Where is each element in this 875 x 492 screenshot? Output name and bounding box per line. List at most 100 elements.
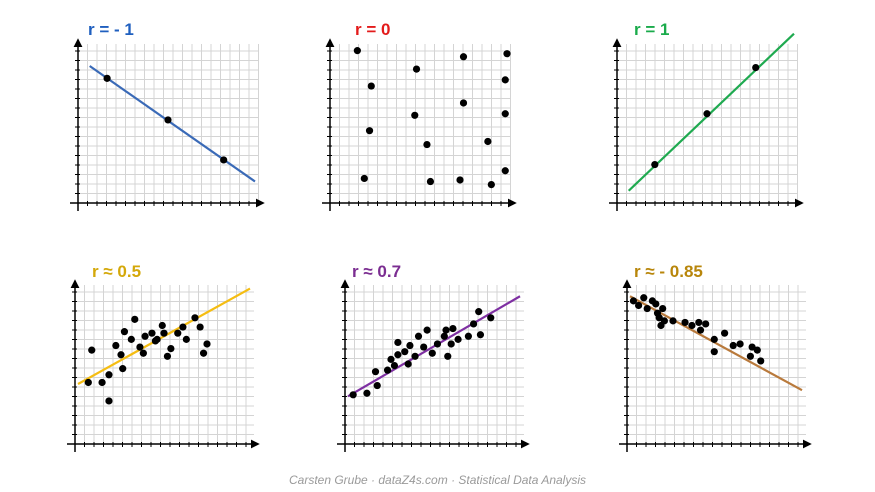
data-point xyxy=(640,294,648,302)
data-point xyxy=(736,340,744,348)
data-point xyxy=(757,357,765,365)
data-point xyxy=(404,360,412,368)
data-point xyxy=(84,378,92,387)
chart-panel-2: r = 0 xyxy=(322,20,517,211)
data-point xyxy=(179,323,187,331)
grid xyxy=(78,44,259,203)
data-point xyxy=(98,378,106,387)
chart-title: r = 1 xyxy=(634,20,669,39)
data-point xyxy=(487,314,495,322)
data-point xyxy=(394,338,402,347)
data-point xyxy=(710,335,718,343)
data-point xyxy=(365,127,374,135)
grid xyxy=(617,44,798,203)
data-point xyxy=(444,352,452,360)
data-point xyxy=(112,341,120,350)
data-point xyxy=(695,318,703,327)
data-point xyxy=(105,371,113,379)
trend-line xyxy=(347,295,521,398)
data-point xyxy=(203,340,211,348)
data-point xyxy=(659,304,667,313)
data-point xyxy=(426,177,435,186)
data-point xyxy=(420,343,428,351)
chart-title: r ≈ 0.5 xyxy=(92,262,141,281)
data-point xyxy=(105,397,113,405)
data-point xyxy=(160,329,168,337)
data-point xyxy=(501,110,509,118)
data-point xyxy=(164,116,172,124)
data-point xyxy=(117,351,125,359)
chart-panel-1: r = - 1 xyxy=(70,20,265,211)
data-point xyxy=(136,343,144,351)
data-point xyxy=(652,300,660,308)
data-point xyxy=(487,181,495,189)
data-point xyxy=(220,156,228,164)
data-point xyxy=(196,323,204,331)
data-point xyxy=(651,160,659,169)
data-point xyxy=(163,352,172,360)
data-point xyxy=(428,349,436,357)
chart-title: r = - 1 xyxy=(88,20,134,39)
data-point xyxy=(411,111,419,119)
data-point xyxy=(349,391,357,399)
trend-line xyxy=(89,65,256,183)
data-point xyxy=(447,340,455,348)
data-point xyxy=(412,65,421,73)
data-point xyxy=(456,176,464,184)
data-point xyxy=(371,368,380,376)
data-point xyxy=(127,335,135,343)
data-point xyxy=(753,346,761,354)
data-point xyxy=(503,50,511,58)
data-point xyxy=(688,321,696,330)
data-point xyxy=(423,140,431,149)
data-point xyxy=(182,335,190,343)
data-point xyxy=(454,335,462,343)
data-point xyxy=(148,329,156,337)
chart-title: r ≈ 0.7 xyxy=(352,262,401,281)
data-point xyxy=(440,332,448,340)
data-point xyxy=(681,318,689,327)
grid xyxy=(627,285,806,444)
data-point xyxy=(363,389,371,397)
data-point xyxy=(353,47,361,55)
data-point xyxy=(475,308,483,316)
data-point xyxy=(669,317,677,325)
chart-panel-6: r ≈ - 0.85 xyxy=(619,262,812,452)
data-point xyxy=(387,355,395,363)
data-point xyxy=(629,297,638,305)
data-point xyxy=(119,365,127,373)
data-point xyxy=(469,320,478,328)
data-point xyxy=(199,349,208,357)
data-point xyxy=(449,324,457,333)
chart-title: r = 0 xyxy=(355,20,390,39)
data-point xyxy=(414,332,423,340)
data-point xyxy=(476,331,485,339)
data-point xyxy=(406,341,414,350)
data-point xyxy=(501,76,509,84)
data-point xyxy=(643,304,651,313)
data-point xyxy=(729,341,737,350)
data-point xyxy=(103,74,111,82)
data-point xyxy=(141,332,149,340)
data-point xyxy=(660,317,669,325)
chart-panel-5: r ≈ 0.7 xyxy=(337,262,530,452)
data-point xyxy=(167,345,175,353)
data-point xyxy=(158,321,166,330)
data-point xyxy=(411,352,419,360)
axis-ticks xyxy=(327,50,511,206)
data-point xyxy=(501,167,509,175)
data-point xyxy=(696,326,705,334)
chart-panel-4: r ≈ 0.5 xyxy=(67,262,260,452)
data-point xyxy=(442,326,450,334)
data-point xyxy=(151,337,159,345)
data-point xyxy=(394,351,402,359)
axis-ticks xyxy=(72,291,247,447)
data-point xyxy=(367,82,375,90)
data-point xyxy=(390,361,399,370)
chart-title: r ≈ - 0.85 xyxy=(634,262,703,281)
data-point xyxy=(721,329,729,337)
axis-ticks xyxy=(614,50,798,206)
data-point xyxy=(635,301,643,310)
data-point xyxy=(120,328,129,336)
